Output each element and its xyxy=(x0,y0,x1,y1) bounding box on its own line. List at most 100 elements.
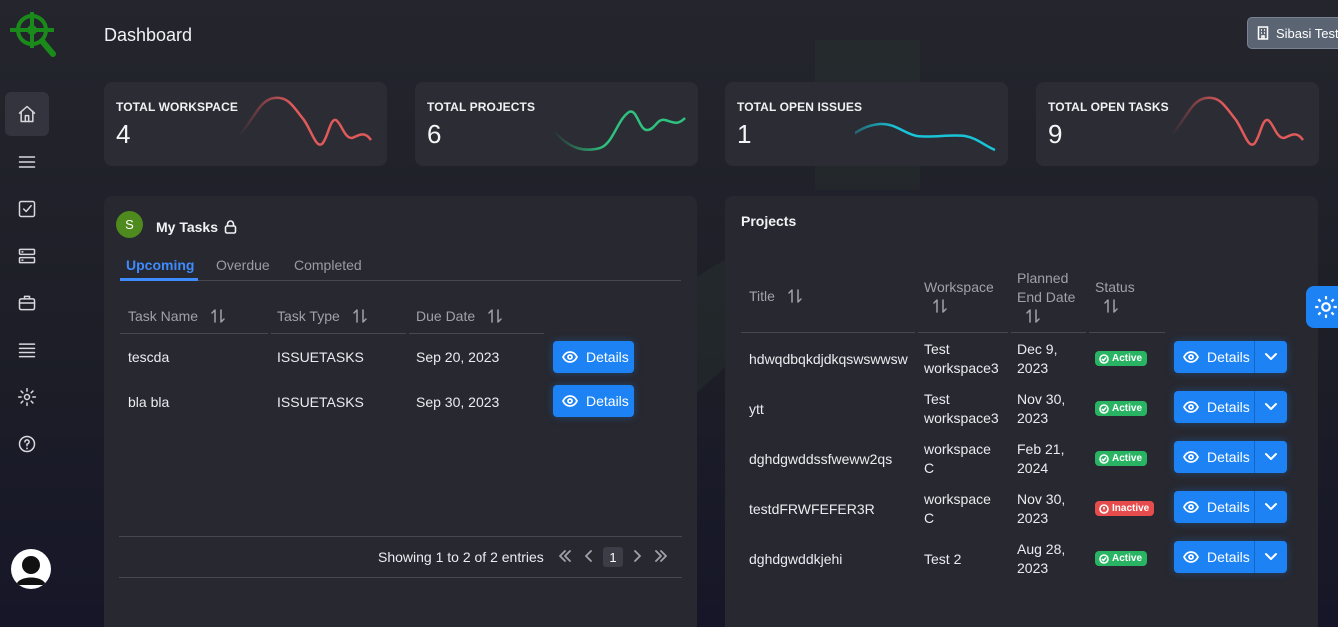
user-avatar[interactable] xyxy=(11,549,51,589)
page-title: Dashboard xyxy=(104,25,193,45)
eye-icon xyxy=(1183,501,1199,513)
stat-label: TOTAL OPEN ISSUES xyxy=(737,100,863,114)
date-line: Nov 30, xyxy=(1017,491,1066,507)
status-badge: Active xyxy=(1095,451,1148,466)
project-details-button[interactable]: Details xyxy=(1174,491,1287,523)
sort-icon xyxy=(210,308,226,324)
first-page-button[interactable] xyxy=(555,546,575,566)
column-header-task-type[interactable]: Task Type xyxy=(277,308,368,324)
project-end-date-cell: Nov 30, 2023 xyxy=(1017,390,1065,428)
project-details-button[interactable]: Details xyxy=(1174,391,1287,423)
project-title-cell: hdwqdbqkdjdkqswswwsw xyxy=(749,351,908,367)
sidebar-item-tasks[interactable] xyxy=(5,187,49,231)
sidebar-item-projects[interactable] xyxy=(5,281,49,325)
project-title-cell: ytt xyxy=(749,401,764,417)
column-header-title[interactable]: Title xyxy=(749,288,803,304)
workspace-line: workspace xyxy=(924,441,991,457)
project-details-button[interactable]: Details xyxy=(1174,341,1287,373)
projects-panel: Projects Title Workspace Planned End Dat… xyxy=(725,196,1318,627)
status-label: Active xyxy=(1112,553,1143,564)
chevron-down-icon xyxy=(1265,453,1277,460)
my-tasks-avatar: S xyxy=(116,211,143,238)
tab-completed[interactable]: Completed xyxy=(294,257,362,273)
task-type-cell: ISSUETASKS xyxy=(277,394,364,410)
workspace-line: Test xyxy=(924,391,950,407)
date-line: 2023 xyxy=(1017,510,1049,526)
project-details-button[interactable]: Details xyxy=(1174,541,1287,573)
divider xyxy=(1089,332,1165,333)
sort-icon xyxy=(932,298,948,314)
stat-card-workspace: TOTAL WORKSPACE 4 xyxy=(104,82,387,166)
stat-card-issues: TOTAL OPEN ISSUES 1 xyxy=(725,82,1008,166)
divider xyxy=(918,332,1008,333)
column-header-status[interactable]: Status xyxy=(1095,278,1135,316)
column-header-due-date[interactable]: Due Date xyxy=(416,308,503,324)
tab-upcoming[interactable]: Upcoming xyxy=(126,257,195,273)
chevrons-right-icon xyxy=(655,550,667,562)
column-header-label: Status xyxy=(1095,279,1135,295)
project-details-button[interactable]: Details xyxy=(1174,441,1287,473)
sort-icon xyxy=(1103,298,1119,314)
details-dropdown-toggle[interactable] xyxy=(1254,391,1287,423)
sparkline xyxy=(855,122,996,152)
check-circle-icon xyxy=(1099,453,1109,464)
check-circle-icon xyxy=(1099,353,1109,364)
details-dropdown-toggle[interactable] xyxy=(1254,491,1287,523)
date-line: Feb 21, xyxy=(1017,441,1065,457)
divider xyxy=(741,332,915,333)
chevron-down-icon xyxy=(1265,553,1277,560)
eye-icon xyxy=(1183,451,1199,463)
check-circle-icon xyxy=(1099,553,1109,564)
task-name-cell: bla bla xyxy=(128,394,170,410)
details-dropdown-toggle[interactable] xyxy=(1254,441,1287,473)
project-title-cell: dghdgwddkjehi xyxy=(749,551,843,567)
details-dropdown-toggle[interactable] xyxy=(1254,541,1287,573)
info-circle-icon xyxy=(1099,503,1109,514)
next-page-button[interactable] xyxy=(627,546,647,566)
eye-icon xyxy=(1183,351,1199,363)
details-dropdown-toggle[interactable] xyxy=(1254,341,1287,373)
column-header-task-name[interactable]: Task Name xyxy=(128,308,226,324)
column-header-label: Task Type xyxy=(277,308,340,324)
workspace-line: workspace3 xyxy=(924,360,999,376)
app-logo-icon[interactable] xyxy=(8,8,56,60)
due-date-cell: Sep 30, 2023 xyxy=(416,394,500,410)
column-header-planned-end-date[interactable]: Planned End Date xyxy=(1017,269,1075,326)
sidebar-item-settings[interactable] xyxy=(5,375,49,419)
status-badge: Active xyxy=(1095,551,1148,566)
sparkline xyxy=(1170,96,1305,146)
sidebar-item-list[interactable] xyxy=(5,328,49,372)
task-details-button[interactable]: Details xyxy=(553,341,634,373)
sidebar-item-help[interactable] xyxy=(5,422,49,466)
divider xyxy=(409,333,544,334)
current-page-button[interactable]: 1 xyxy=(603,547,623,567)
date-line: 2023 xyxy=(1017,410,1049,426)
stat-value: 9 xyxy=(1048,119,1063,149)
prev-page-button[interactable] xyxy=(579,546,599,566)
active-tab-indicator xyxy=(120,278,198,281)
status-label: Inactive xyxy=(1112,503,1150,514)
eye-icon xyxy=(562,351,578,363)
projects-title: Projects xyxy=(741,213,797,229)
stat-value: 1 xyxy=(737,119,752,149)
floating-settings-button[interactable] xyxy=(1306,286,1338,328)
column-header-label: End Date xyxy=(1017,289,1076,305)
workspace-line: workspace3 xyxy=(924,410,999,426)
task-type-cell: ISSUETASKS xyxy=(277,349,364,365)
column-header-workspace[interactable]: Workspace xyxy=(924,278,994,316)
date-line: Dec 9, xyxy=(1017,341,1058,357)
my-tasks-title-text: My Tasks xyxy=(156,219,218,235)
tab-overdue[interactable]: Overdue xyxy=(216,257,270,273)
sidebar-item-servers[interactable] xyxy=(5,234,49,278)
column-header-label: Planned xyxy=(1017,270,1069,286)
task-details-button[interactable]: Details xyxy=(553,385,634,417)
details-label: Details xyxy=(1207,449,1250,465)
last-page-button[interactable] xyxy=(651,546,671,566)
sidebar-item-menu[interactable] xyxy=(5,140,49,184)
stat-card-projects: TOTAL PROJECTS 6 xyxy=(415,82,698,166)
chevron-down-icon xyxy=(1265,503,1277,510)
menu-icon xyxy=(18,156,36,168)
briefcase-icon xyxy=(18,295,36,311)
sidebar-item-home[interactable] xyxy=(5,92,49,136)
user-menu-button[interactable]: Sibasi Test xyxy=(1247,17,1338,49)
